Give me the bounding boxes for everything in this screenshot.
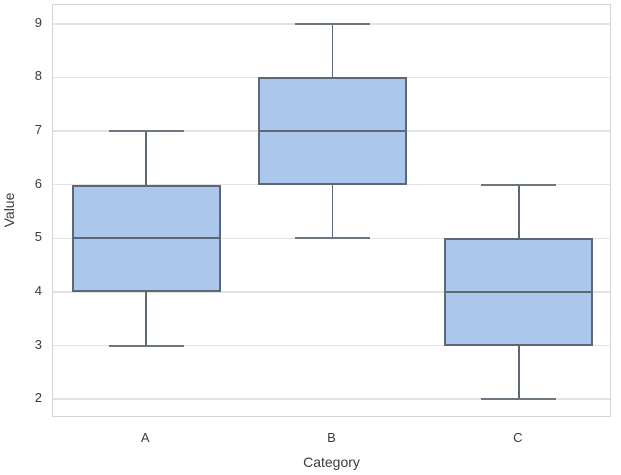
x-axis-label: Category <box>303 454 360 470</box>
whisker-line <box>518 345 520 400</box>
y-tick-label: 5 <box>34 229 42 245</box>
whisker-cap-high <box>108 130 184 133</box>
x-tick-label: A <box>140 430 150 445</box>
whisker-cap-low <box>108 344 184 347</box>
gridline <box>53 398 610 400</box>
gridline <box>53 344 610 347</box>
y-tick-label: 4 <box>34 282 42 298</box>
x-tick-label: C <box>513 430 523 445</box>
x-tick-label: B <box>327 430 336 445</box>
whisker-line <box>145 291 147 346</box>
whisker-cap-low <box>481 398 557 401</box>
y-tick-label: 2 <box>34 390 42 406</box>
y-tick-label: 6 <box>34 175 42 191</box>
y-tick-label: 3 <box>34 336 42 352</box>
whisker-line <box>518 184 520 239</box>
gridline <box>53 291 610 293</box>
y-tick-label: 9 <box>34 14 42 30</box>
whisker-cap-high <box>295 22 370 25</box>
y-tick-label: 7 <box>34 122 42 138</box>
whisker-cap-high <box>481 183 557 186</box>
median-line <box>258 130 407 133</box>
median-line <box>71 237 221 240</box>
plot-area <box>52 4 611 417</box>
whisker-line <box>331 184 334 239</box>
whisker-cap-low <box>295 237 370 240</box>
whisker-line <box>331 23 334 78</box>
median-line <box>444 290 594 293</box>
y-tick-label: 8 <box>34 68 42 84</box>
gridline <box>53 183 610 186</box>
whisker-line <box>145 131 147 185</box>
